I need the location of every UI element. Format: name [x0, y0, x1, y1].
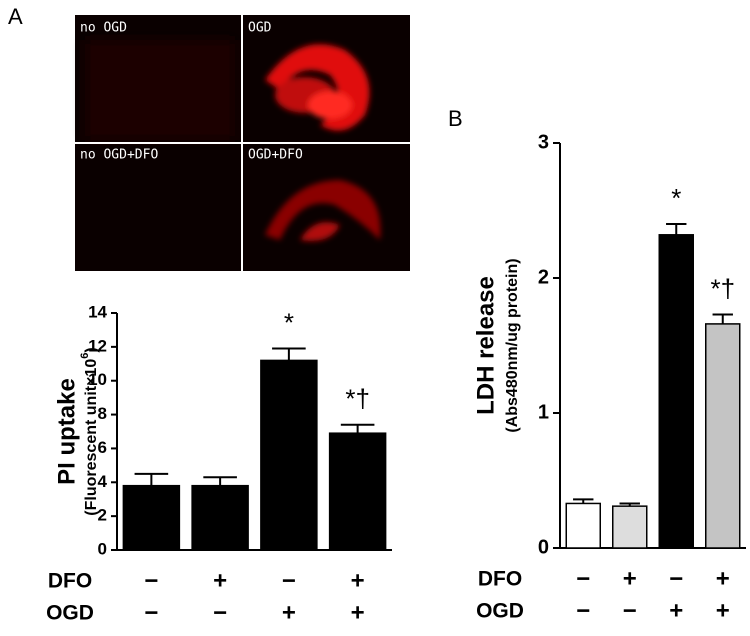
y-axis-sublabel-text: (Abs480nm/ug protein)	[504, 258, 521, 432]
y-tick-label: 0	[98, 539, 107, 558]
significance-marker: *†	[345, 384, 370, 414]
micrograph-label: no OGD	[80, 21, 127, 36]
y-tick-label: 4	[98, 472, 108, 491]
panel-label: A	[8, 4, 23, 29]
bar	[260, 359, 318, 551]
micrograph-label: OGD	[248, 21, 272, 36]
y-tick-label: 10	[88, 370, 107, 389]
tissue-glow	[85, 40, 235, 140]
y-tick-label: 0	[538, 536, 549, 558]
bar	[122, 484, 181, 551]
y-tick-label: 12	[88, 336, 107, 355]
condition-label: DFO	[48, 570, 92, 593]
condition-sign: −	[144, 567, 158, 594]
y-axis-sublabel-end: )	[83, 347, 100, 352]
condition-label: OGD	[476, 600, 524, 623]
y-tick-label: 8	[98, 404, 107, 423]
bar	[565, 502, 601, 549]
condition-sign: +	[716, 597, 730, 624]
y-tick-label: 6	[98, 438, 107, 457]
bar	[328, 432, 387, 551]
y-axis-sublabel-exponent: 6	[79, 353, 91, 359]
y-axis-sublabel: (Abs480nm/ug protein)	[504, 258, 521, 432]
tissue-glow	[265, 44, 370, 131]
y-tick-label: 1	[538, 401, 549, 423]
bar	[191, 484, 249, 551]
condition-sign: +	[351, 567, 365, 594]
condition-sign: −	[623, 597, 637, 624]
condition-sign: +	[716, 565, 730, 592]
significance-marker: *	[284, 307, 294, 337]
y-tick-label: 3	[538, 131, 549, 153]
condition-sign: −	[669, 565, 683, 592]
bar	[612, 505, 648, 549]
panel-label: B	[448, 106, 463, 131]
condition-sign: −	[213, 599, 227, 626]
condition-sign: +	[351, 599, 365, 626]
significance-marker: *	[671, 183, 681, 213]
y-tick-label: 2	[98, 506, 107, 525]
condition-label: DFO	[478, 568, 522, 591]
condition-sign: +	[623, 565, 637, 592]
y-tick-label: 2	[538, 266, 549, 288]
y-axis-label: LDH release	[472, 276, 499, 415]
condition-sign: −	[576, 597, 590, 624]
tissue-glow	[265, 180, 381, 241]
bar	[658, 234, 694, 549]
y-axis-label: PI uptake	[53, 378, 80, 485]
condition-sign: +	[282, 599, 296, 626]
condition-label: OGD	[46, 602, 94, 625]
y-axis-sublabel-text: (Fluorescent unit×10	[83, 359, 100, 516]
y-tick-label: 14	[88, 302, 107, 321]
y-axis-sublabel: (Fluorescent unit×106)	[79, 347, 100, 515]
bar	[705, 323, 741, 549]
condition-sign: −	[282, 567, 296, 594]
condition-sign: +	[669, 597, 683, 624]
micrograph-panel: no OGD OGD no OGD+DFO OGD+DFO	[75, 15, 410, 271]
condition-sign: −	[576, 565, 590, 592]
condition-sign: +	[213, 567, 227, 594]
micrograph-label: no OGD+DFO	[80, 148, 158, 163]
micrograph-label: OGD+DFO	[248, 148, 303, 163]
significance-marker: *†	[710, 273, 735, 303]
condition-sign: −	[144, 599, 158, 626]
